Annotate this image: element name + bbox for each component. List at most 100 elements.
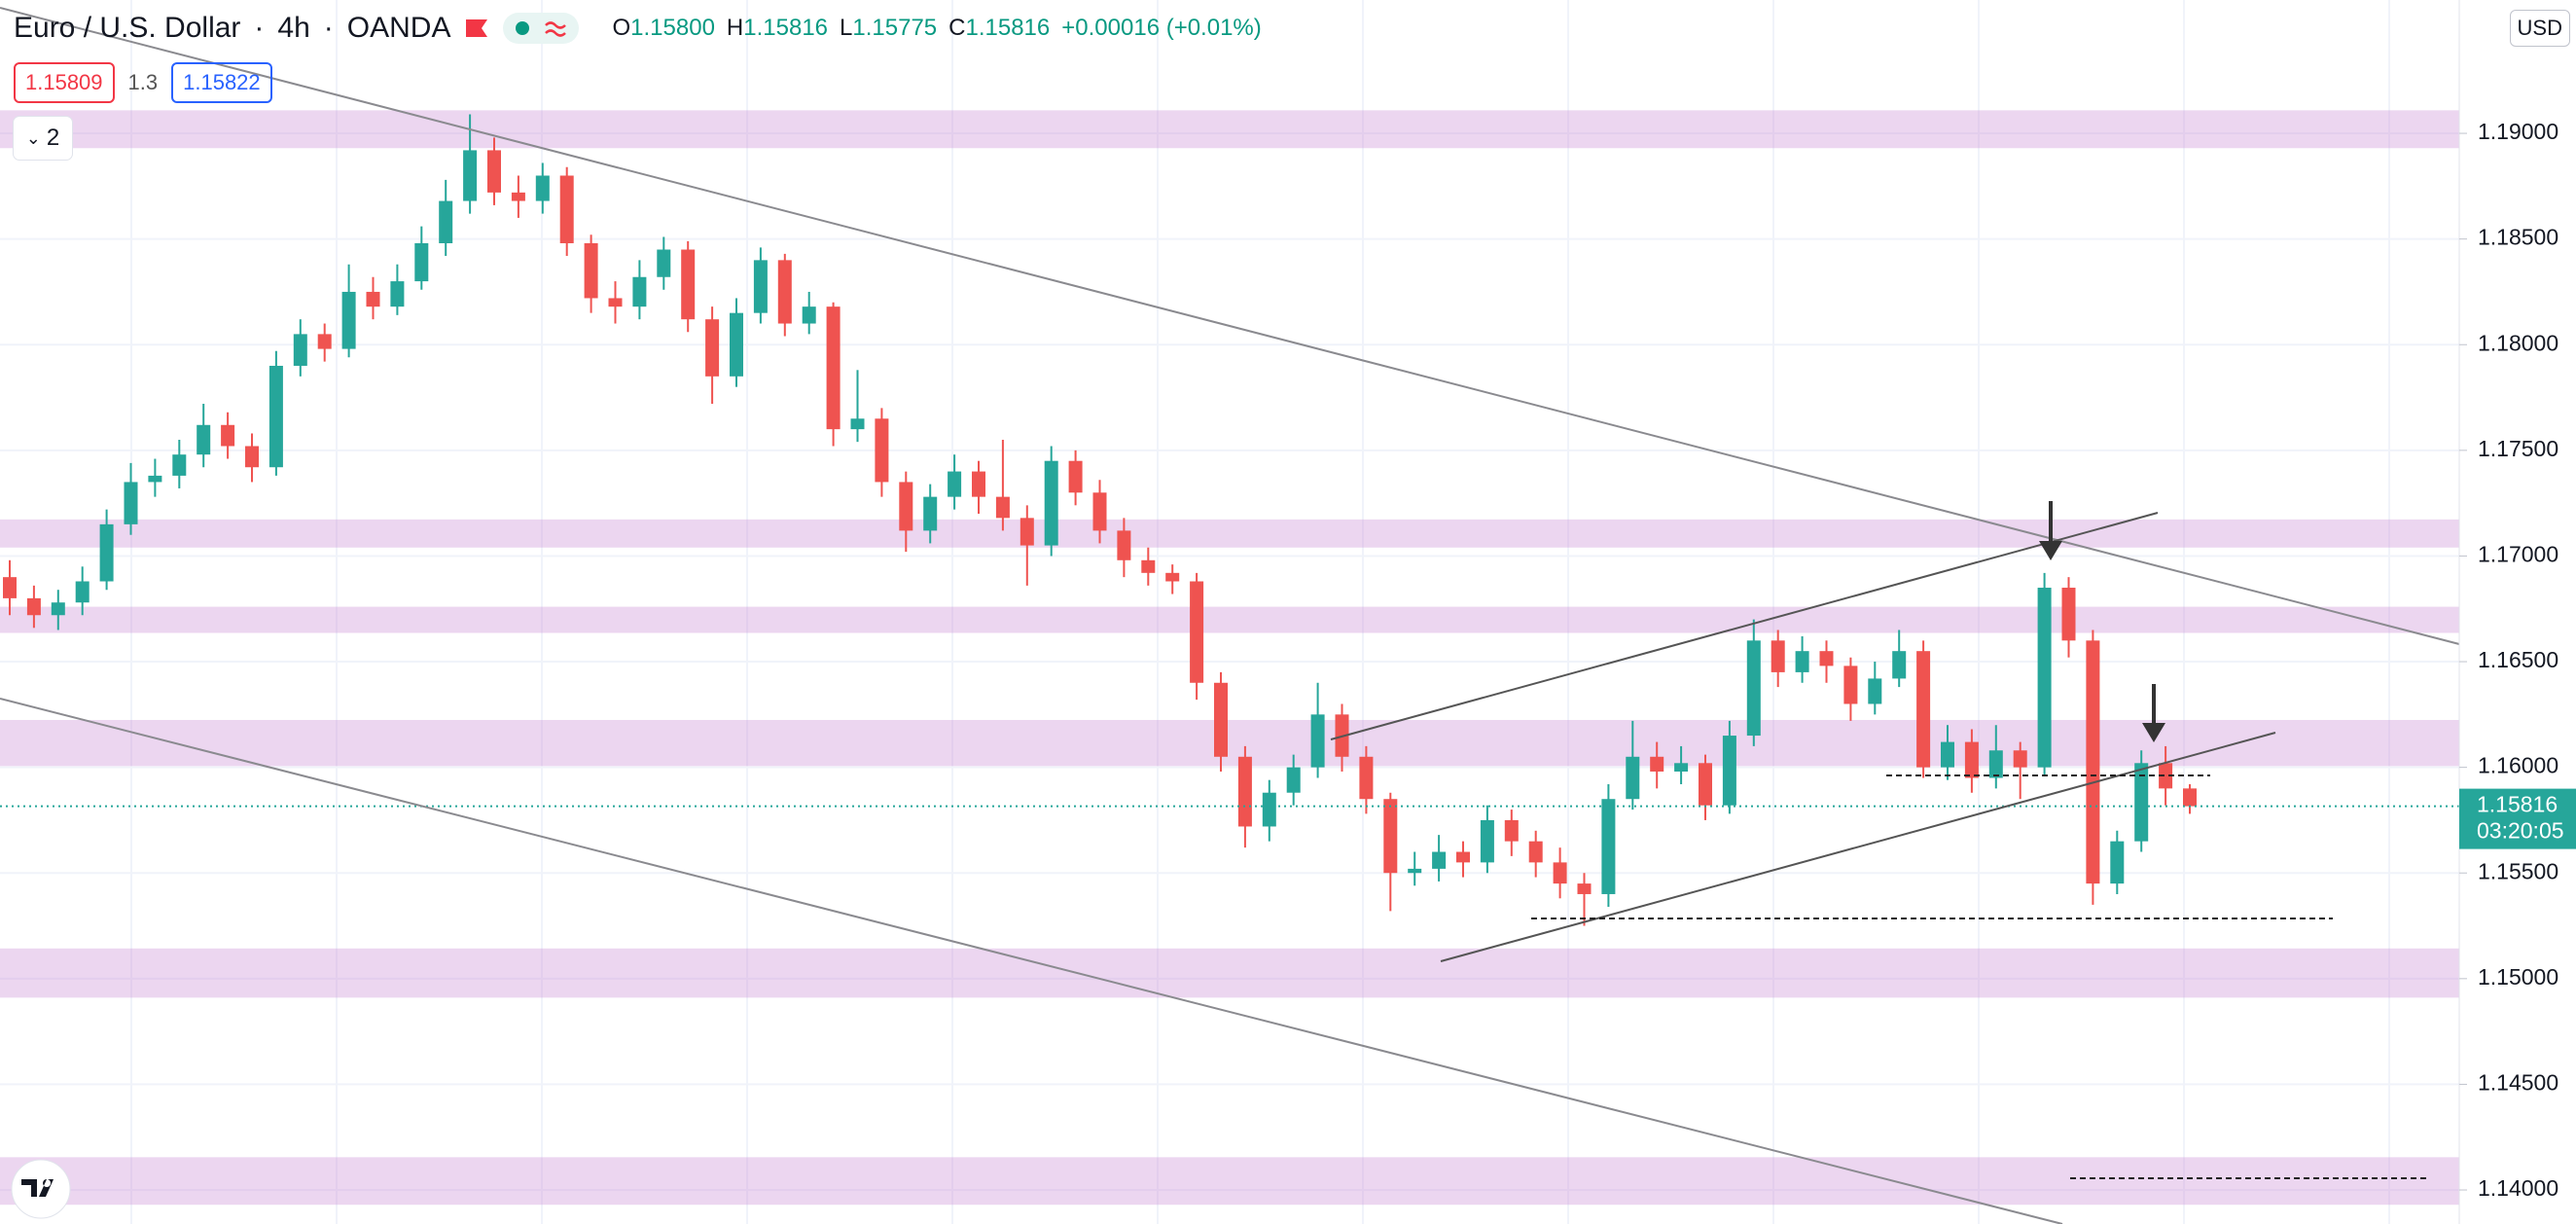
change: +0.00016 (+0.01%) xyxy=(1061,15,1262,41)
candle-body xyxy=(1650,756,1664,772)
currency-button[interactable]: USD xyxy=(2509,10,2570,47)
candle-body xyxy=(414,242,429,282)
candle-body xyxy=(2013,750,2027,768)
flag-icon[interactable] xyxy=(464,18,489,39)
y-tick-label: 1.14500 xyxy=(2478,1070,2558,1096)
drawings xyxy=(0,7,2460,1224)
candle-body xyxy=(850,418,865,430)
trade-row: 1.15809 1.3 1.15822 xyxy=(14,62,272,103)
candle-body xyxy=(535,175,550,201)
candle-body xyxy=(268,365,283,468)
candle-body xyxy=(1092,492,1107,531)
trend-line xyxy=(0,7,2460,645)
candle-body xyxy=(1916,651,1931,768)
last-price-label: 1.15816 xyxy=(2477,792,2558,817)
indicators-toggle[interactable]: ⌄ 2 xyxy=(14,117,72,160)
candle-body xyxy=(777,260,792,324)
candle-body xyxy=(1141,559,1156,573)
candle-body xyxy=(2134,763,2149,842)
candle-body xyxy=(463,150,478,201)
candle-body xyxy=(124,482,138,524)
y-tick-label: 1.17000 xyxy=(2478,542,2558,567)
separator: · xyxy=(323,12,334,44)
trend-line xyxy=(1440,732,2276,962)
ohlc-value: 1.15816 xyxy=(743,15,829,41)
candle-body xyxy=(245,446,259,468)
candle-body xyxy=(681,249,696,320)
sell-button[interactable]: 1.15809 xyxy=(14,62,115,103)
candle-body xyxy=(1237,756,1252,827)
zone xyxy=(0,1157,2459,1206)
candle-body xyxy=(1432,851,1447,869)
currency: USD xyxy=(2517,16,2562,40)
status-pill[interactable] xyxy=(503,13,580,44)
candle-body xyxy=(1117,530,1131,560)
ohlc-values: +0.00016 (+0.01%) O1.15800 H1.15816 L1.157… xyxy=(612,15,1261,42)
y-tick-label: 1.19000 xyxy=(2478,119,2558,144)
ohlc-value: 1.15800 xyxy=(630,15,715,41)
candle-body xyxy=(972,471,985,497)
tv-logo xyxy=(11,1159,71,1219)
y-tick-label: 1.14000 xyxy=(2478,1175,2558,1201)
ohlc-label: L xyxy=(840,15,853,41)
ohlc-item: L1.15775 xyxy=(840,15,937,42)
ohlc-value: 1.15816 xyxy=(965,15,1051,41)
candle-body xyxy=(1165,572,1180,582)
candle-body xyxy=(172,454,187,476)
candle-body xyxy=(221,424,235,447)
candle-body xyxy=(366,291,380,307)
y-tick-label: 1.18500 xyxy=(2478,225,2558,250)
candle-body xyxy=(899,482,913,531)
ohlc-item: C1.15816 xyxy=(948,15,1050,42)
candle-body xyxy=(1964,741,1979,778)
candles xyxy=(0,114,2459,926)
candle-body xyxy=(1577,883,1592,894)
candle-body xyxy=(923,496,938,531)
candle-body xyxy=(1868,678,1882,704)
zone xyxy=(0,606,2459,633)
candle-body xyxy=(948,471,962,497)
separator: · xyxy=(254,12,265,44)
candle-body xyxy=(1044,460,1058,546)
candle-body xyxy=(2110,841,2125,884)
y-tick-label: 1.18000 xyxy=(2478,330,2558,355)
zone xyxy=(0,110,2459,149)
grid xyxy=(0,0,2459,1224)
candle-body xyxy=(197,424,211,455)
candle-body xyxy=(2183,788,2197,807)
candle-body xyxy=(1699,763,1712,806)
y-tick-label: 1.16000 xyxy=(2478,753,2558,778)
candle-body xyxy=(3,577,17,598)
candle-body xyxy=(293,334,307,366)
candle-body xyxy=(1843,666,1858,704)
candle-body xyxy=(1626,756,1640,800)
candle-body xyxy=(487,150,501,193)
candle-body xyxy=(1553,862,1567,884)
candle-body xyxy=(75,581,89,603)
candle-body xyxy=(1722,736,1736,806)
candle-body xyxy=(511,192,525,201)
buy-button[interactable]: 1.15822 xyxy=(171,62,272,103)
candle-body xyxy=(1408,868,1422,874)
candle-body xyxy=(1020,518,1034,546)
candle-body xyxy=(1988,750,2003,778)
interval[interactable]: 4h xyxy=(277,12,310,44)
candle-body xyxy=(2159,763,2173,789)
candle-body xyxy=(317,334,332,349)
candle-body xyxy=(1383,799,1398,874)
candle-body xyxy=(2086,640,2100,884)
candle-body xyxy=(584,242,598,299)
candle-body xyxy=(341,291,356,349)
candle-body xyxy=(705,319,720,377)
candle-body xyxy=(1746,640,1761,737)
y-tick-label: 1.16500 xyxy=(2478,647,2558,672)
ohlc-label: O xyxy=(612,15,631,41)
candle-body xyxy=(1941,741,1954,768)
chevron: ⌄ xyxy=(25,127,41,148)
trend-line xyxy=(0,698,2063,1224)
candle-body xyxy=(1456,851,1470,863)
price-axis: 1.14000 1.14500 1.15000 1.15500 1.16000 1.165… xyxy=(2458,0,2576,1224)
exchange: OANDA xyxy=(346,12,451,44)
candle-body xyxy=(1795,651,1809,672)
